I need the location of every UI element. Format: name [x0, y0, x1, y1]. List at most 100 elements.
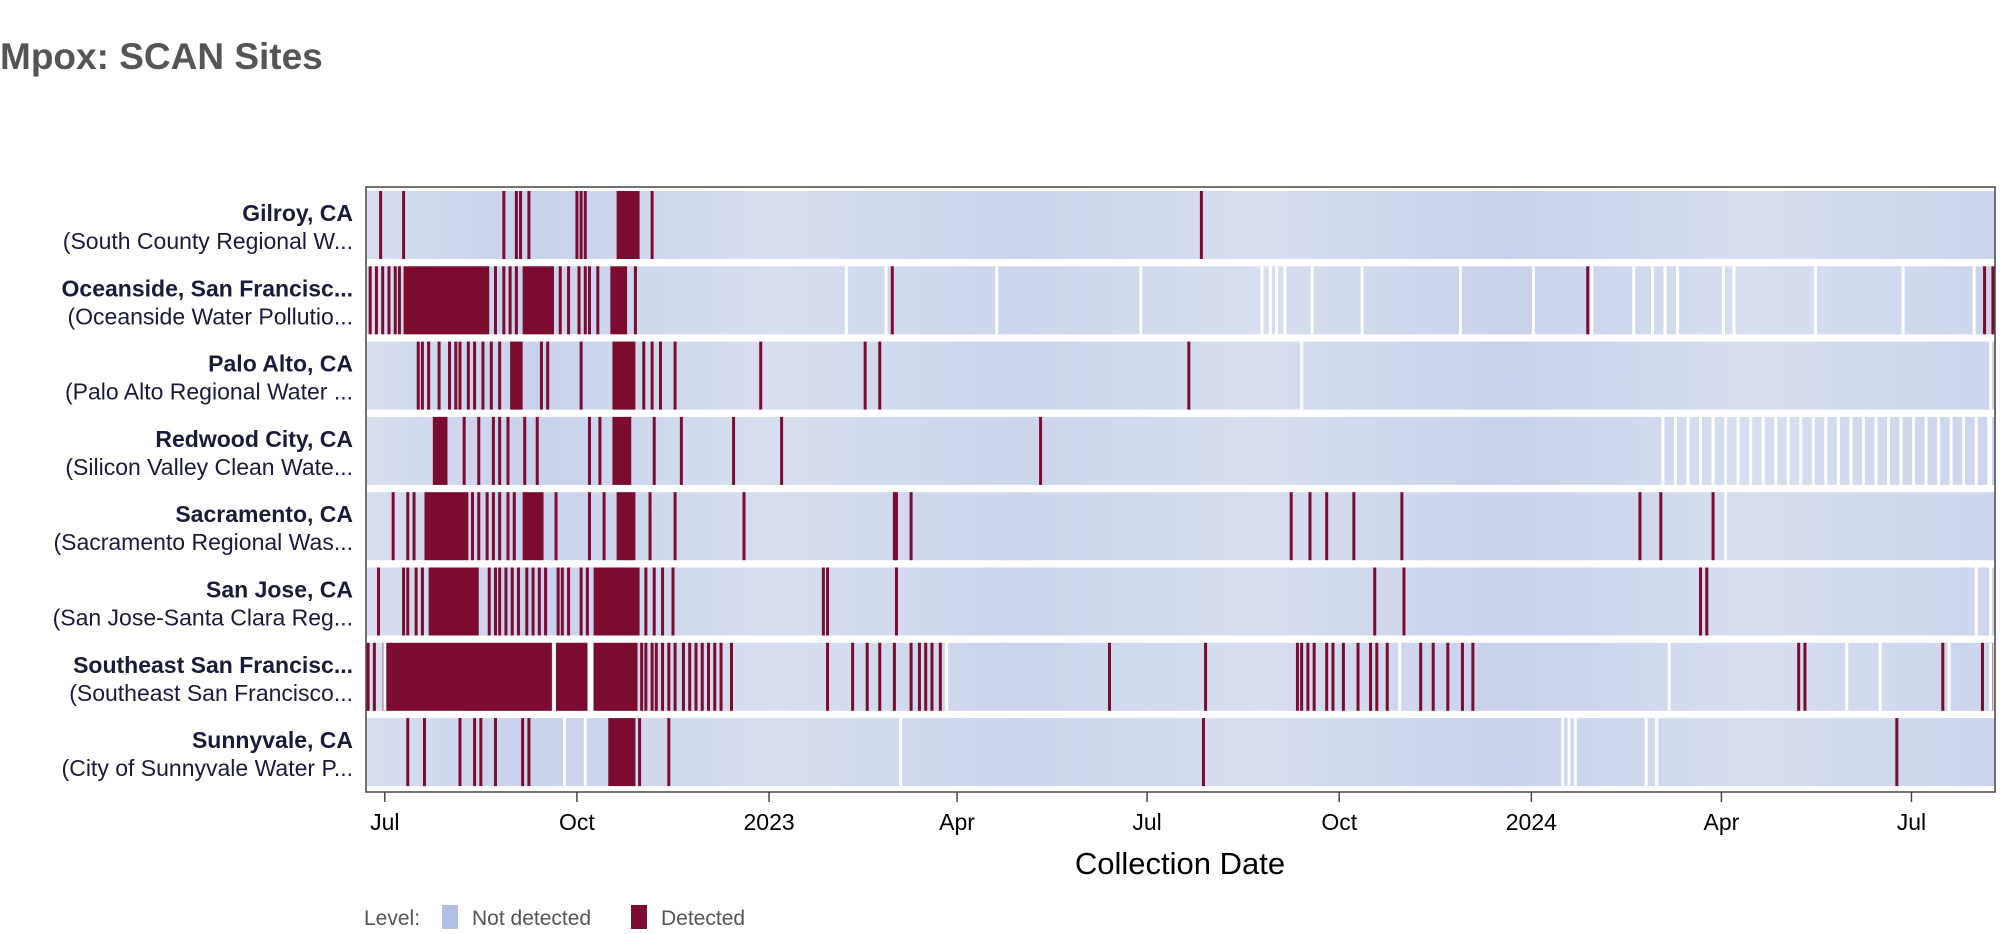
- detected-sample: [652, 567, 656, 636]
- detected-sample: [493, 266, 497, 335]
- detected-range: [556, 642, 588, 711]
- detected-sample: [598, 416, 602, 485]
- detected-sample: [587, 492, 591, 561]
- detected-sample: [1369, 642, 1373, 711]
- detected-sample: [397, 266, 401, 335]
- detected-sample: [587, 266, 591, 335]
- legend: Level: Not detected Detected: [364, 905, 745, 930]
- detected-sample: [1797, 642, 1801, 711]
- detected-sample: [493, 567, 497, 636]
- detected-sample: [519, 191, 523, 259]
- detected-sample: [673, 642, 677, 711]
- detected-sample: [1107, 642, 1111, 711]
- sample-gap: [1974, 567, 1978, 636]
- row-plant-name: (City of Sunnyvale Water P...: [62, 755, 353, 781]
- detected-range: [522, 266, 554, 335]
- legend-swatch-detected: [631, 905, 647, 929]
- sample-gap: [1912, 416, 1916, 485]
- sample-gap: [1813, 266, 1817, 335]
- detected-sample: [1199, 191, 1203, 259]
- sample-gap: [1836, 416, 1840, 485]
- detected-sample: [1300, 642, 1304, 711]
- sample-gap: [1686, 416, 1690, 485]
- sample-gap: [899, 718, 903, 787]
- detected-sample: [512, 492, 516, 561]
- detected-sample: [694, 642, 698, 711]
- detected-sample: [579, 341, 583, 410]
- detected-sample: [661, 642, 665, 711]
- detected-sample: [667, 718, 671, 787]
- detected-sample: [1446, 642, 1450, 711]
- detected-sample: [652, 416, 656, 485]
- detected-sample: [368, 266, 372, 335]
- detected-sample: [393, 266, 397, 335]
- detected-range: [432, 416, 448, 485]
- sample-gap: [1886, 416, 1890, 485]
- detected-sample: [508, 266, 512, 335]
- sample-gap: [995, 266, 999, 335]
- detected-sample: [1312, 642, 1316, 711]
- sample-gap: [1874, 416, 1878, 485]
- sample-gap: [1268, 266, 1272, 335]
- detected-sample: [1803, 642, 1807, 711]
- detected-sample: [527, 718, 531, 787]
- x-axis: Jul Oct 2023 Apr Jul Oct 2024 Apr Jul: [366, 791, 1995, 835]
- detected-sample: [1402, 567, 1406, 636]
- x-tick-label: Jul: [1897, 809, 1926, 835]
- sample-gap: [587, 642, 591, 711]
- detected-sample: [1331, 642, 1335, 711]
- detected-sample: [567, 567, 571, 636]
- row-plant-name: (Sacramento Regional Was...: [53, 529, 353, 555]
- x-axis-title: Collection Date: [1075, 846, 1285, 881]
- detected-sample: [667, 642, 671, 711]
- sample-gap: [1989, 642, 1992, 711]
- sample-gap: [590, 642, 594, 711]
- detected-sample: [1308, 492, 1312, 561]
- sample-gap: [1722, 266, 1725, 335]
- detected-sample: [527, 191, 531, 259]
- sample-gap: [1260, 266, 1264, 335]
- detected-sample: [487, 567, 491, 636]
- detected-sample: [485, 492, 489, 561]
- detected-sample: [865, 642, 869, 711]
- detected-sample: [462, 416, 466, 485]
- legend-label-detected: Detected: [661, 907, 745, 930]
- detected-sample: [502, 191, 506, 259]
- detected-sample: [1705, 567, 1709, 636]
- detected-sample: [481, 341, 485, 410]
- detected-sample: [648, 492, 652, 561]
- heatmap-row: [367, 492, 1995, 561]
- sample-gap: [1732, 266, 1736, 335]
- sample-gap: [1300, 341, 1304, 410]
- detected-sample: [579, 567, 583, 636]
- detected-sample: [479, 718, 483, 787]
- detected-sample: [420, 341, 424, 410]
- detected-sample: [1400, 492, 1404, 561]
- detected-sample: [579, 191, 583, 259]
- x-tick-label: Apr: [1704, 809, 1740, 835]
- detected-sample: [821, 567, 825, 636]
- detected-sample: [909, 642, 913, 711]
- detected-sample: [759, 341, 763, 410]
- sample-gap: [1699, 416, 1703, 485]
- detected-sample: [1039, 416, 1043, 485]
- detected-sample: [1980, 642, 1984, 711]
- detected-sample: [387, 266, 391, 335]
- sample-gap: [1283, 266, 1287, 335]
- detected-range: [610, 266, 628, 335]
- row-plant-name: (Oceanside Water Pollutio...: [68, 303, 354, 329]
- detected-sample: [650, 642, 654, 711]
- detected-sample: [729, 642, 733, 711]
- detected-sample: [567, 266, 571, 335]
- detected-range: [593, 642, 638, 711]
- detected-sample: [930, 642, 934, 711]
- detected-sample: [878, 341, 882, 410]
- detected-sample: [1373, 567, 1377, 636]
- row-background: [367, 492, 1995, 561]
- legend-swatch-not-detected: [442, 905, 458, 929]
- detected-sample: [1187, 341, 1191, 410]
- x-tick-label: Oct: [1321, 809, 1357, 835]
- detected-sample: [1204, 642, 1208, 711]
- detected-sample: [1341, 642, 1345, 711]
- detected-sample: [658, 341, 662, 410]
